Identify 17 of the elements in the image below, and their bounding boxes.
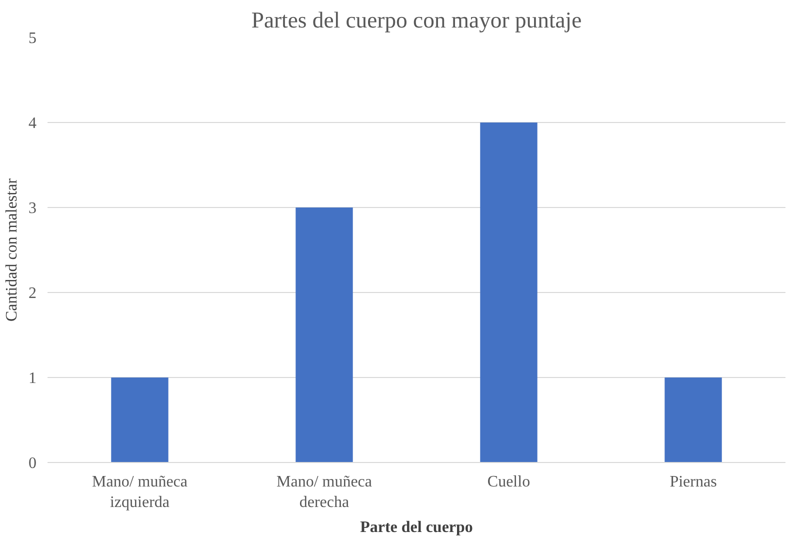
bar (480, 122, 538, 462)
y-axis-title: Cantidad con malestar (4, 178, 20, 322)
x-tick-label: Piernas (670, 474, 717, 490)
bar (111, 378, 168, 462)
chart-title: Partes del cuerpo con mayor puntaje (251, 8, 582, 32)
x-axis-title: Parte del cuerpo (360, 518, 473, 536)
y-tick-label: 1 (28, 370, 36, 387)
x-tick-label: Mano/ muñeca derecha (276, 474, 372, 511)
bar (296, 208, 353, 462)
y-tick-label: 3 (28, 200, 36, 217)
y-tick-label: 0 (28, 455, 36, 472)
bar (664, 378, 722, 462)
x-tick-label: Cuello (487, 474, 530, 490)
x-tick-label: Mano/ muñeca izquierda (92, 474, 188, 511)
y-tick-label: 5 (28, 30, 36, 47)
y-tick-label: 2 (28, 285, 36, 302)
y-tick-label: 4 (28, 115, 36, 132)
